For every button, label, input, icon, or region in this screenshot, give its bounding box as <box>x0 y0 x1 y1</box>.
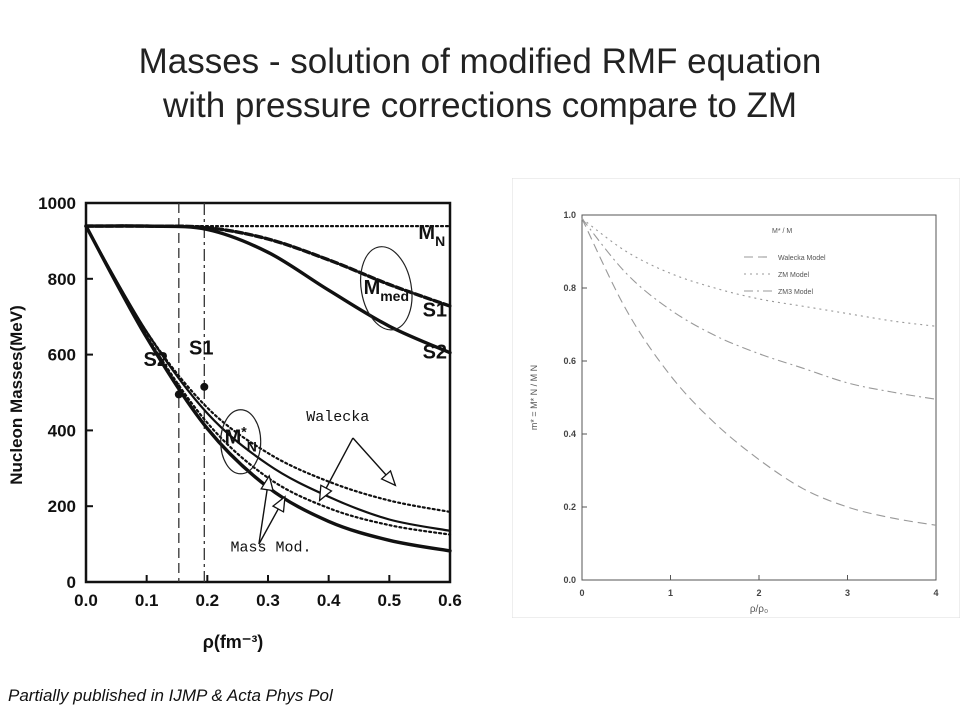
panel-background <box>512 178 960 618</box>
plot-frame <box>84 201 452 584</box>
title-line-2: with pressure corrections compare to ZM <box>162 86 798 125</box>
legend-label: ZM Model <box>778 272 810 279</box>
nucleon-mass-chart: 0.0 0.1 0.2 0.3 0.4 0.5 0.6 0 200 400 600 800 1000 ρ(… <box>0 170 480 670</box>
y-tick-label: 0.6 <box>563 356 576 366</box>
x-tick-label: 0.1 <box>135 591 159 610</box>
x-tick-label: 3 <box>845 588 850 598</box>
x-tick-label: 0.5 <box>378 591 402 610</box>
curve-label: S1 <box>189 338 213 360</box>
effective-mass-ratio-chart: 0 1 2 3 4 0.0 0.2 0.4 0.6 0.8 1.0 ρ/ρ₀ m* = M* N / M… <box>512 178 960 618</box>
legend-label: ZM3 Model <box>778 289 813 296</box>
curve-label: Mmed <box>364 277 409 304</box>
x-tick-label: 0 <box>579 588 584 598</box>
series-line-walecka-model <box>581 218 937 526</box>
x-axis-label: ρ/ρ₀ <box>750 604 768 615</box>
series-line-zm-model <box>581 218 937 327</box>
y-axis-label: Nucleon Masses(MeV) <box>7 305 26 485</box>
walecka-arrow-2-head <box>380 469 397 487</box>
y-tick-label: 0 <box>67 573 76 592</box>
curve-annotation: Walecka <box>306 409 369 426</box>
x-tick-label: 0.6 <box>438 591 462 610</box>
series-line-6 <box>84 225 452 536</box>
effective-mass-ratio-chart-svg: 0 1 2 3 4 0.0 0.2 0.4 0.6 0.8 1.0 ρ/ρ₀ m* = M* N / M… <box>512 178 960 618</box>
y-axis-label: m* = M* N / M N <box>529 365 539 430</box>
x-tick-label: 1 <box>668 588 673 598</box>
x-tick-label: 0.2 <box>196 591 220 610</box>
y-tick-label: 1.0 <box>563 210 576 220</box>
publication-note: Partially published in IJMP & Acta Phys … <box>8 686 333 705</box>
y-tick-label: 0.8 <box>563 283 576 293</box>
saturation-point-s1 <box>200 382 209 391</box>
y-tick-label: 0.2 <box>563 502 576 512</box>
series-line-2 <box>84 224 452 355</box>
mass-mod-arrow-2-head <box>260 474 274 492</box>
y-tick-label: 0.0 <box>563 575 576 585</box>
y-tick-label: 400 <box>48 421 76 440</box>
y-tick-label: 800 <box>48 270 76 289</box>
x-tick-label: 2 <box>756 588 761 598</box>
y-tick-label: 200 <box>48 497 76 516</box>
title-line-1: Masses - solution of modified RMF equati… <box>138 42 822 81</box>
series-line-3 <box>84 225 452 532</box>
legend-title: M* / M <box>772 228 792 235</box>
mass-mod-arrow-1-head <box>271 495 286 513</box>
x-axis-label: ρ(fm⁻³) <box>203 632 264 652</box>
curve-label: M*N <box>225 424 257 455</box>
highlight-ellipse-mmed <box>360 246 413 331</box>
curve-label: S1 <box>423 300 447 322</box>
x-tick-label: 0.4 <box>317 591 341 610</box>
nucleon-mass-chart-svg: 0.0 0.1 0.2 0.3 0.4 0.5 0.6 0 200 400 600 800 1000 ρ(… <box>7 194 462 652</box>
series-line-zm3-model <box>581 218 937 400</box>
x-tick-label: 0.3 <box>256 591 280 610</box>
curve-annotation: Mass Mod. <box>231 540 312 557</box>
y-tick-label: 1000 <box>38 194 76 213</box>
slide-title: Masses - solution of modified RMF equati… <box>0 40 960 128</box>
legend-label: Walecka Model <box>778 255 826 262</box>
y-tick-label: 0.4 <box>563 429 576 439</box>
curve-label: S2 <box>423 341 447 363</box>
series-line-4 <box>84 225 452 513</box>
saturation-point-s2 <box>174 390 183 399</box>
x-tick-label: 0.0 <box>74 591 98 610</box>
y-tick-label: 600 <box>48 346 76 365</box>
walecka-arrow-1-head <box>318 484 333 502</box>
x-tick-label: 4 <box>933 588 938 598</box>
highlight-ellipse-mstar <box>220 409 262 475</box>
curve-label: MN <box>418 222 445 249</box>
curve-label: S2 <box>144 349 168 371</box>
